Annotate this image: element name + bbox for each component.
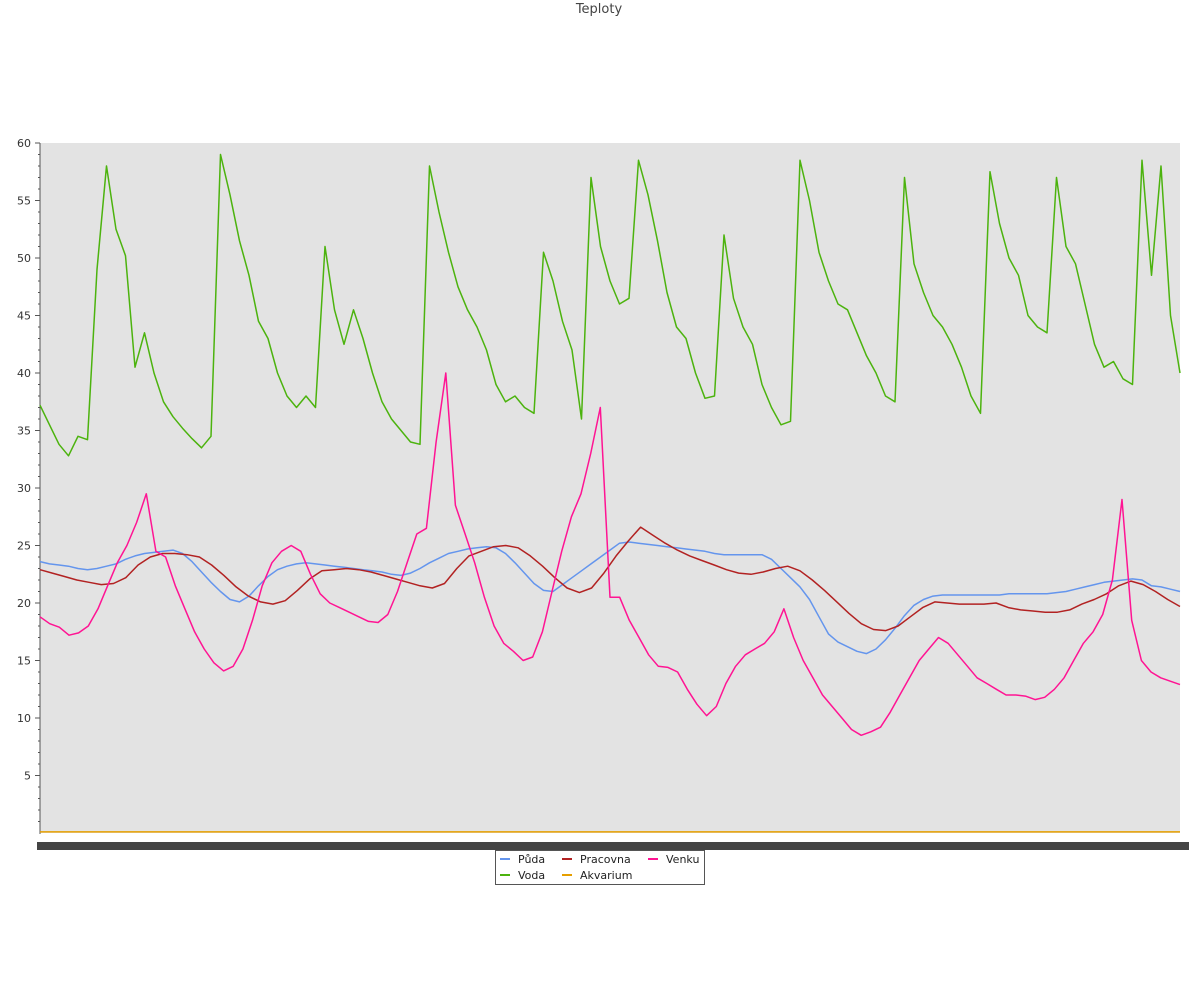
legend-item-akvarium: Akvarium	[562, 869, 632, 883]
y-tick-label: 55	[17, 195, 31, 208]
legend-label-venku: Venku	[666, 853, 700, 866]
y-tick-label: 20	[17, 597, 31, 610]
y-tick-label: 5	[24, 770, 31, 783]
y-tick-label: 50	[17, 252, 31, 265]
legend-swatch-venku	[648, 858, 658, 860]
legend-item-pracovna: Pracovna	[562, 853, 631, 867]
series-line-voda	[39, 153, 1181, 457]
series-line-pracovna	[39, 526, 1181, 632]
y-axis: 5 10 15 20 25 30 35 40 45 50 55 60	[17, 137, 41, 834]
y-tick-label: 60	[17, 137, 31, 150]
y-tick-label: 40	[17, 367, 31, 380]
legend-swatch-pracovna	[562, 858, 572, 860]
plot-background	[40, 143, 1180, 833]
y-tick-label: 35	[17, 425, 31, 438]
series-line-venku	[39, 372, 1181, 737]
legend-label-puda: Půda	[518, 853, 546, 866]
legend: Půda Pracovna Venku Voda Akvarium	[495, 850, 705, 885]
series-line-p-da	[39, 541, 1181, 655]
legend-item-venku: Venku	[648, 853, 699, 867]
legend-label-voda: Voda	[518, 869, 546, 882]
y-tick-label: 45	[17, 310, 31, 323]
legend-item-puda: Půda	[500, 853, 545, 867]
legend-swatch-akvarium	[562, 874, 572, 876]
series-layer	[39, 153, 1181, 833]
y-tick-label: 30	[17, 482, 31, 495]
y-tick-label: 25	[17, 540, 31, 553]
y-tick-label: 15	[17, 655, 31, 668]
y-tick-label: 10	[17, 712, 31, 725]
legend-swatch-voda	[500, 874, 510, 876]
legend-item-voda: Voda	[500, 869, 545, 883]
chart-title: Teploty	[575, 2, 623, 17]
legend-label-pracovna: Pracovna	[580, 853, 631, 866]
x-axis-band	[37, 842, 1189, 850]
legend-label-akvarium: Akvarium	[580, 869, 633, 882]
legend-swatch-puda	[500, 858, 510, 860]
